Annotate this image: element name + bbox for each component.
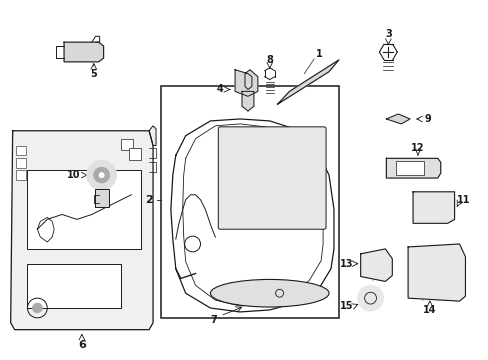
Circle shape [357,285,383,311]
Polygon shape [360,249,391,282]
Text: 2: 2 [145,195,153,205]
Polygon shape [407,244,465,301]
Text: 10: 10 [67,170,81,180]
Polygon shape [64,42,103,62]
FancyBboxPatch shape [218,127,325,229]
Bar [161,86,338,318]
Bar [16,170,25,180]
Bar [27,170,141,249]
Circle shape [94,167,109,183]
Text: 12: 12 [410,144,424,153]
Polygon shape [242,91,253,111]
Text: 11: 11 [456,195,469,205]
Text: 3: 3 [384,29,391,39]
Text: 13: 13 [339,259,353,269]
Circle shape [99,172,104,178]
Bar [16,158,25,168]
Bar [27,264,121,308]
Text: 5: 5 [90,69,97,79]
Ellipse shape [210,279,328,307]
Polygon shape [11,131,153,330]
Polygon shape [412,192,454,223]
Polygon shape [149,126,156,145]
Circle shape [32,303,42,313]
Text: 1: 1 [315,49,322,59]
Bar [16,145,25,156]
Bar [121,139,133,150]
Text: 14: 14 [422,305,436,315]
Text: 15: 15 [339,301,353,311]
Polygon shape [386,158,440,178]
Bar [95,189,108,207]
Polygon shape [277,60,338,104]
Text: 9: 9 [424,114,430,124]
Text: 4: 4 [217,84,223,94]
Text: 8: 8 [266,55,273,65]
Bar [129,148,141,160]
Polygon shape [235,70,257,96]
Polygon shape [386,114,409,124]
Text: 6: 6 [78,341,85,350]
Text: 7: 7 [209,315,216,325]
Bar [395,161,423,175]
Circle shape [87,160,116,190]
